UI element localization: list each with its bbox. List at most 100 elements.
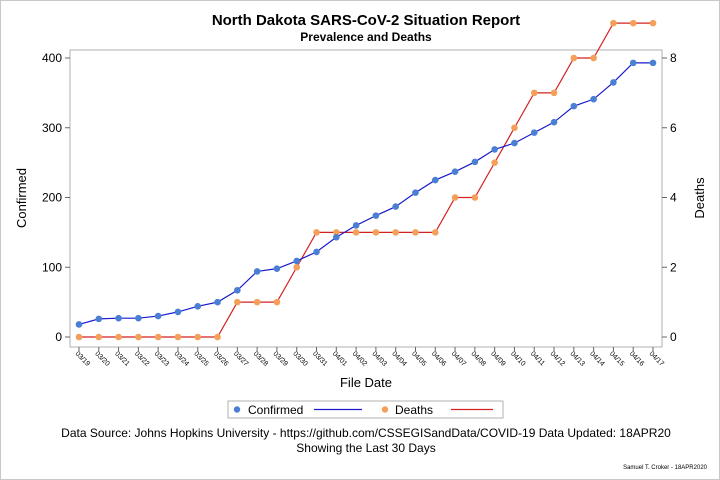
data-point-confirmed xyxy=(293,257,301,265)
y-tick-label: 0 xyxy=(55,330,62,344)
x-tick-label: 04/05 xyxy=(410,350,427,367)
x-tick-label: 04/04 xyxy=(390,350,407,367)
x-tick-label: 03/27 xyxy=(232,350,249,367)
x-tick-label: 03/31 xyxy=(311,350,328,367)
data-point-confirmed xyxy=(570,102,578,110)
data-point-deaths xyxy=(234,298,241,306)
data-point-deaths xyxy=(293,263,301,271)
x-tick-label: 03/26 xyxy=(212,350,229,367)
data-point-confirmed xyxy=(412,189,419,196)
y-tick-label: 200 xyxy=(42,191,62,205)
legend-deaths-marker xyxy=(381,406,389,413)
x-tick-label: 03/23 xyxy=(153,350,170,367)
data-point-deaths xyxy=(610,19,617,27)
author-credit: Samuel T. Croker - 18APR2020 xyxy=(623,465,708,471)
footnote-source: Data Source: Johns Hopkins University - … xyxy=(61,426,671,440)
data-point-deaths xyxy=(412,229,419,236)
data-point-confirmed xyxy=(550,118,558,126)
x-tick-label: 03/19 xyxy=(74,350,91,367)
data-point-deaths xyxy=(372,229,380,236)
x-tick-label: 03/21 xyxy=(113,350,130,367)
plot-area xyxy=(69,49,663,348)
data-point-confirmed xyxy=(194,303,202,310)
data-point-confirmed xyxy=(629,59,637,67)
y-tick-label: 400 xyxy=(42,51,62,65)
y-axis-left: 0 100 200 300 400 xyxy=(42,51,70,344)
data-point-deaths xyxy=(313,229,320,236)
x-axis: 03/19 03/20 03/21 03/22 03/23 03/24 03/25 03/26… xyxy=(74,347,665,368)
x-tick-label: 04/03 xyxy=(370,350,387,367)
x-tick-label: 04/08 xyxy=(469,350,486,367)
x-tick-label: 04/07 xyxy=(450,350,467,367)
x-tick-label: 04/09 xyxy=(489,350,506,367)
x-tick-label: 03/25 xyxy=(192,350,209,367)
series-layer xyxy=(75,19,657,341)
x-tick-label: 03/30 xyxy=(291,350,308,367)
data-point-deaths xyxy=(194,333,202,341)
data-point-confirmed xyxy=(372,212,380,219)
data-point-deaths xyxy=(174,333,182,341)
data-point-deaths xyxy=(214,333,221,341)
x-tick-label: 03/28 xyxy=(252,350,269,367)
x-tick-label: 03/29 xyxy=(272,350,289,367)
data-point-deaths xyxy=(392,229,399,236)
x-tick-label: 04/14 xyxy=(588,350,605,367)
chart-subtitle: Prevalence and Deaths xyxy=(300,30,432,44)
data-point-deaths xyxy=(253,298,261,306)
x-tick-label: 04/16 xyxy=(628,350,645,367)
data-point-confirmed xyxy=(431,176,439,184)
y2-tick-label: 0 xyxy=(670,330,677,344)
chart-title: North Dakota SARS-CoV-2 Situation Report xyxy=(212,12,520,29)
data-point-confirmed xyxy=(352,222,360,229)
series-confirmed xyxy=(75,59,657,328)
data-point-deaths xyxy=(550,89,558,97)
data-point-deaths xyxy=(570,54,578,62)
y2-tick-label: 2 xyxy=(670,260,677,274)
legend-box xyxy=(227,400,504,419)
data-point-deaths xyxy=(629,19,637,27)
y-tick-label: 100 xyxy=(42,260,62,274)
y2-tick-label: 8 xyxy=(670,51,677,65)
data-point-deaths xyxy=(273,298,281,306)
data-point-confirmed xyxy=(115,314,122,322)
data-point-confirmed xyxy=(451,168,459,175)
data-point-confirmed xyxy=(649,59,657,67)
legend-confirmed-label: Confirmed xyxy=(248,403,303,417)
x-tick-label: 03/22 xyxy=(133,350,150,367)
data-point-confirmed xyxy=(333,233,340,241)
y2-tick-label: 4 xyxy=(670,191,677,205)
series-line-confirmed xyxy=(78,62,653,326)
y-axis-label: Confirmed xyxy=(14,168,29,228)
x-tick-label: 04/12 xyxy=(549,350,566,367)
x-tick-label: 03/24 xyxy=(173,350,190,367)
data-point-confirmed xyxy=(75,321,83,328)
data-point-confirmed xyxy=(590,95,597,103)
data-point-confirmed xyxy=(511,139,518,147)
x-tick-label: 04/02 xyxy=(351,350,368,367)
x-tick-label: 04/10 xyxy=(509,350,526,367)
data-point-confirmed xyxy=(154,312,162,320)
x-tick-label: 04/01 xyxy=(331,350,348,367)
footnote-range: Showing the Last 30 Days xyxy=(296,441,435,455)
data-point-deaths xyxy=(471,194,479,201)
y-axis-right: 0 2 4 6 8 xyxy=(662,51,677,344)
legend: Confirmed Deaths xyxy=(227,400,504,419)
x-axis-label: File Date xyxy=(340,375,392,390)
data-point-deaths xyxy=(352,229,360,236)
y2-axis-label: Deaths xyxy=(692,177,707,219)
data-point-deaths xyxy=(511,124,518,132)
data-point-deaths xyxy=(530,89,538,97)
data-point-deaths xyxy=(451,194,459,201)
data-point-confirmed xyxy=(253,268,261,275)
data-point-confirmed xyxy=(491,146,498,153)
data-point-confirmed xyxy=(610,79,617,86)
data-point-confirmed xyxy=(471,158,479,166)
x-tick-label: 04/06 xyxy=(430,350,447,367)
data-point-confirmed xyxy=(174,308,182,316)
x-tick-label: 03/20 xyxy=(93,350,110,367)
y2-tick-label: 6 xyxy=(670,121,677,135)
x-tick-label: 04/13 xyxy=(568,350,585,367)
data-point-deaths xyxy=(154,333,162,341)
data-point-deaths xyxy=(95,333,103,341)
